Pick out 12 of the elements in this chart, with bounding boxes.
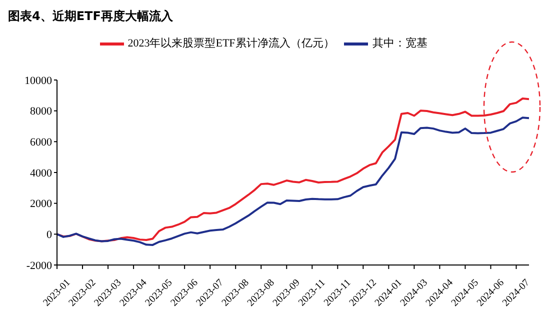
line-series: [57, 116, 529, 246]
line-series: [57, 98, 529, 242]
chart-title: 图表4、近期ETF再度大幅流入: [8, 8, 174, 25]
y-tick-label: 2000: [30, 198, 52, 210]
y-tick-label: 10000: [24, 74, 52, 87]
legend-label: 2023年以来股票型ETF累计净流入（亿元）: [128, 38, 334, 50]
y-tick-label: 6000: [30, 136, 52, 149]
y-tick-label: 0: [46, 229, 52, 242]
legend-label: 其中：宽基: [372, 38, 428, 50]
y-tick-label: 8000: [30, 106, 52, 118]
y-tick-label: -2000: [26, 260, 52, 272]
y-tick-label: 4000: [30, 167, 52, 180]
